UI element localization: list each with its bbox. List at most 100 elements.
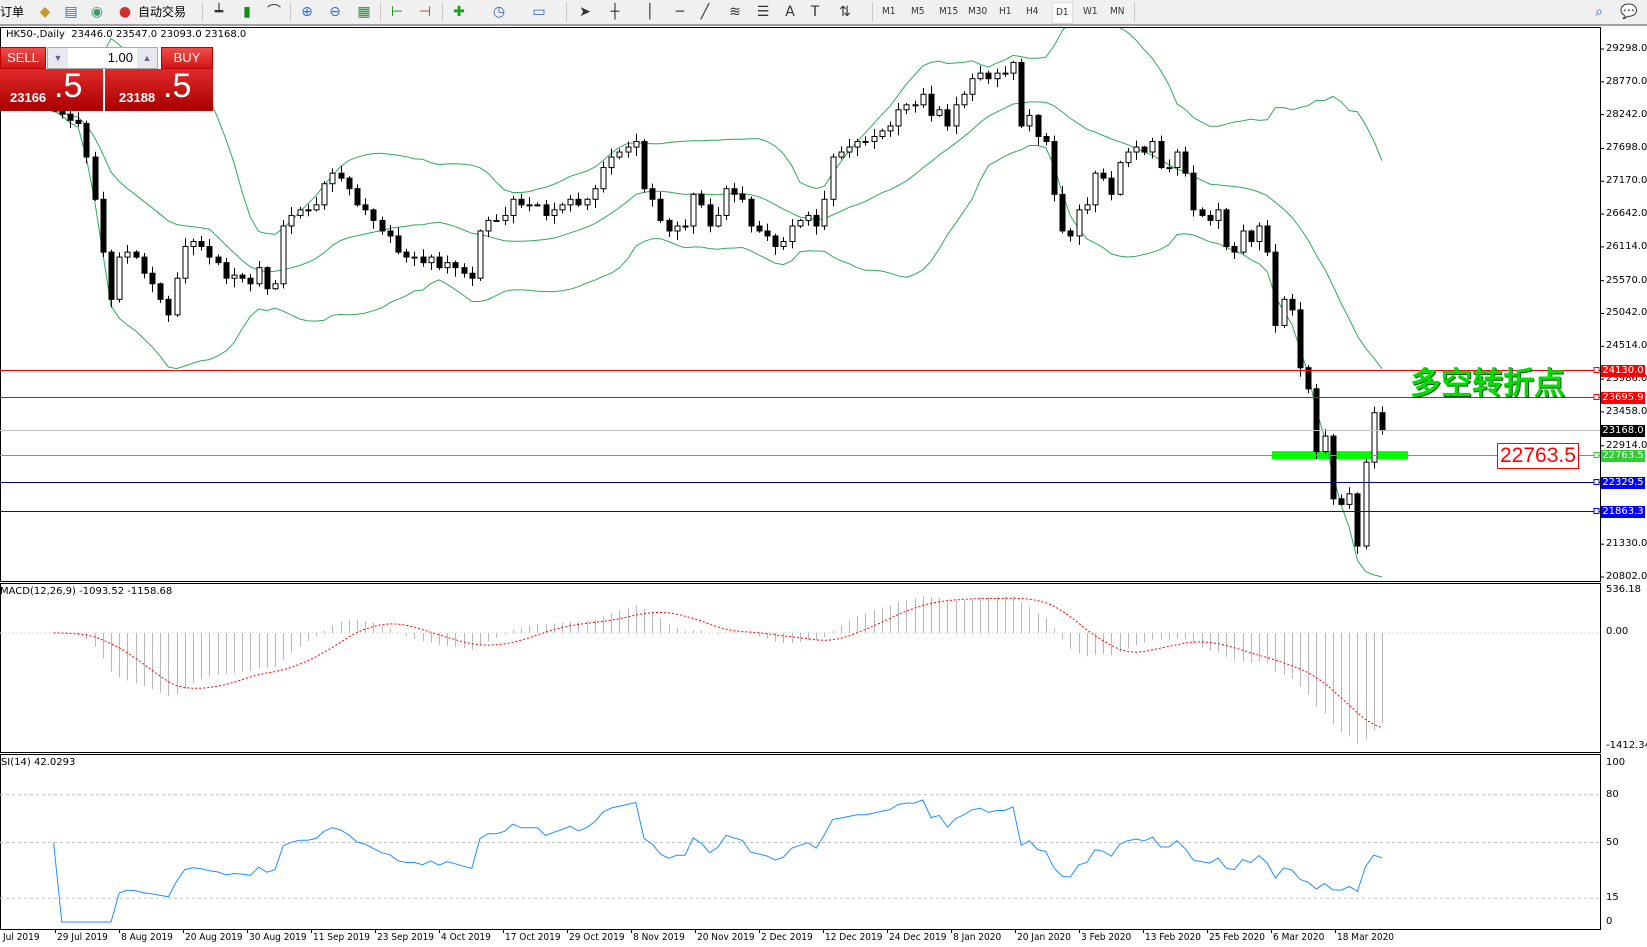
candle-bear (1182, 151, 1189, 174)
lot-decrease-button[interactable]: ▼ (48, 48, 68, 68)
candle-bull (559, 204, 566, 211)
template-icon[interactable]: ▭ (532, 4, 546, 20)
new-chart-icon[interactable]: ✚ (453, 4, 465, 20)
data-window-icon[interactable]: ▤ (64, 4, 78, 20)
candle-bull (920, 93, 927, 106)
timeframe-h1[interactable]: H1 (999, 6, 1012, 17)
level-handle[interactable] (1593, 394, 1600, 400)
separator (290, 2, 291, 22)
lot-increase-button[interactable]: ▲ (137, 48, 157, 68)
timeframe-m15[interactable]: M15 (939, 6, 959, 17)
price-tick-label: 27170.0 (1606, 175, 1647, 187)
candle-bear (764, 230, 771, 237)
buy-price-main: 23188 (119, 90, 156, 105)
navigator-icon[interactable]: ◉ (90, 4, 104, 20)
auto-scroll-icon[interactable]: ⊣ (418, 4, 432, 20)
search-icon[interactable]: ⌕ (1595, 4, 1603, 20)
sell-price[interactable]: 23166 .5 (0, 67, 103, 111)
candle-bull (567, 198, 574, 206)
macd-zero-label: 0.00 (1606, 626, 1629, 637)
candle-bull (887, 125, 894, 132)
candle-bear (1059, 193, 1066, 232)
candle-bear (149, 272, 156, 285)
auto-trading-button[interactable]: 自动交易 (138, 5, 187, 19)
price-plot (51, 28, 1408, 578)
candle-bull (830, 156, 837, 200)
text-label-icon[interactable]: T (810, 4, 820, 20)
buy-price[interactable]: 23188 .5 (105, 67, 213, 111)
candle-bull (1174, 151, 1181, 169)
crosshair-icon[interactable]: ┼ (610, 4, 620, 20)
candlestick-chart-icon[interactable]: ▮ (243, 4, 251, 20)
date-label: 8 Jan 2020 (953, 932, 1002, 943)
market-watch-icon[interactable]: ◆ (39, 4, 51, 20)
candle-bull (190, 241, 197, 248)
clock-icon[interactable]: ◷ (492, 4, 506, 20)
fibonacci-icon[interactable]: ☰ (756, 4, 770, 20)
horizontal-line-icon[interactable]: ─ (675, 4, 685, 20)
buy-button[interactable]: BUY (161, 47, 213, 69)
candle-bull (1010, 62, 1017, 74)
candle-bear (108, 251, 115, 300)
auto-trading-icon[interactable]: ● (118, 4, 132, 20)
candle-bull (313, 204, 320, 211)
candle-bear (1272, 251, 1279, 326)
lot-stepper: ▼ 1.00 ▲ (47, 47, 158, 69)
date-label: 23 Sep 2019 (377, 932, 435, 943)
level-handle[interactable] (1593, 479, 1600, 485)
timeframe-m5[interactable]: M5 (911, 6, 925, 17)
chart-shift-icon[interactable]: ⊢ (390, 4, 404, 20)
timeframe-h4[interactable]: H4 (1026, 6, 1039, 17)
timeframe-m30[interactable]: M30 (968, 6, 988, 17)
timeframe-d1[interactable]: D1 (1052, 2, 1073, 24)
candle-bear (215, 256, 222, 264)
tile-windows-icon[interactable]: ▦ (357, 4, 371, 20)
zoom-out-icon[interactable]: ⊖ (329, 4, 341, 20)
vertical-line-icon[interactable]: │ (645, 4, 655, 20)
candle-bull (797, 219, 804, 227)
zoom-in-icon[interactable]: ⊕ (301, 4, 313, 20)
fibo-channel-icon[interactable]: ≋ (729, 4, 741, 20)
candle-bull (1240, 230, 1247, 253)
candle-bull (953, 104, 960, 127)
candle-bear (1035, 114, 1042, 138)
candle-bull (608, 156, 615, 169)
candle-bull (1346, 493, 1353, 505)
timeframe-m1[interactable]: M1 (882, 6, 896, 17)
date-label: 20 Aug 2019 (185, 932, 243, 943)
pivot-value-label: 22763.5 (1497, 443, 1579, 469)
separator (566, 2, 567, 22)
lot-input[interactable]: 1.00 (107, 50, 133, 65)
sell-button[interactable]: SELL (0, 47, 46, 69)
candle-bull (305, 209, 312, 212)
date-label: 3 Feb 2020 (1081, 932, 1132, 943)
candle-bear (1379, 412, 1386, 431)
candle-bull (1256, 225, 1263, 243)
chat-icon[interactable]: 💬 (1620, 4, 1638, 20)
candle-bear (518, 198, 525, 206)
price-tick-label: 20802.0 (1606, 571, 1647, 582)
candle-bear (813, 214, 820, 227)
timeframe-w1[interactable]: W1 (1083, 6, 1098, 17)
timeframe-mn[interactable]: MN (1110, 6, 1125, 17)
new-order-button[interactable]: 订单 (0, 5, 25, 19)
candle-bear (1067, 230, 1074, 237)
level-handle[interactable] (1593, 367, 1600, 373)
candle-bull (1281, 298, 1288, 326)
candle-bear (264, 267, 271, 290)
text-icon[interactable]: A (785, 4, 795, 20)
bar-chart-icon[interactable]: ┷ (214, 4, 224, 20)
candle-bear (362, 204, 369, 211)
level-handle[interactable] (1593, 508, 1600, 514)
separator (442, 2, 443, 22)
cursor-icon[interactable]: ➤ (579, 4, 591, 20)
candle-bull (846, 146, 853, 153)
level-handle[interactable] (1593, 452, 1600, 458)
arrows-icon[interactable]: ⇅ (839, 4, 851, 20)
candle-bear (387, 230, 394, 237)
trendline-icon[interactable]: ╱ (700, 4, 710, 20)
main-panel-frame (0, 27, 1601, 582)
line-chart-icon[interactable]: ⌒ (267, 4, 281, 20)
candle-bull (272, 283, 279, 290)
